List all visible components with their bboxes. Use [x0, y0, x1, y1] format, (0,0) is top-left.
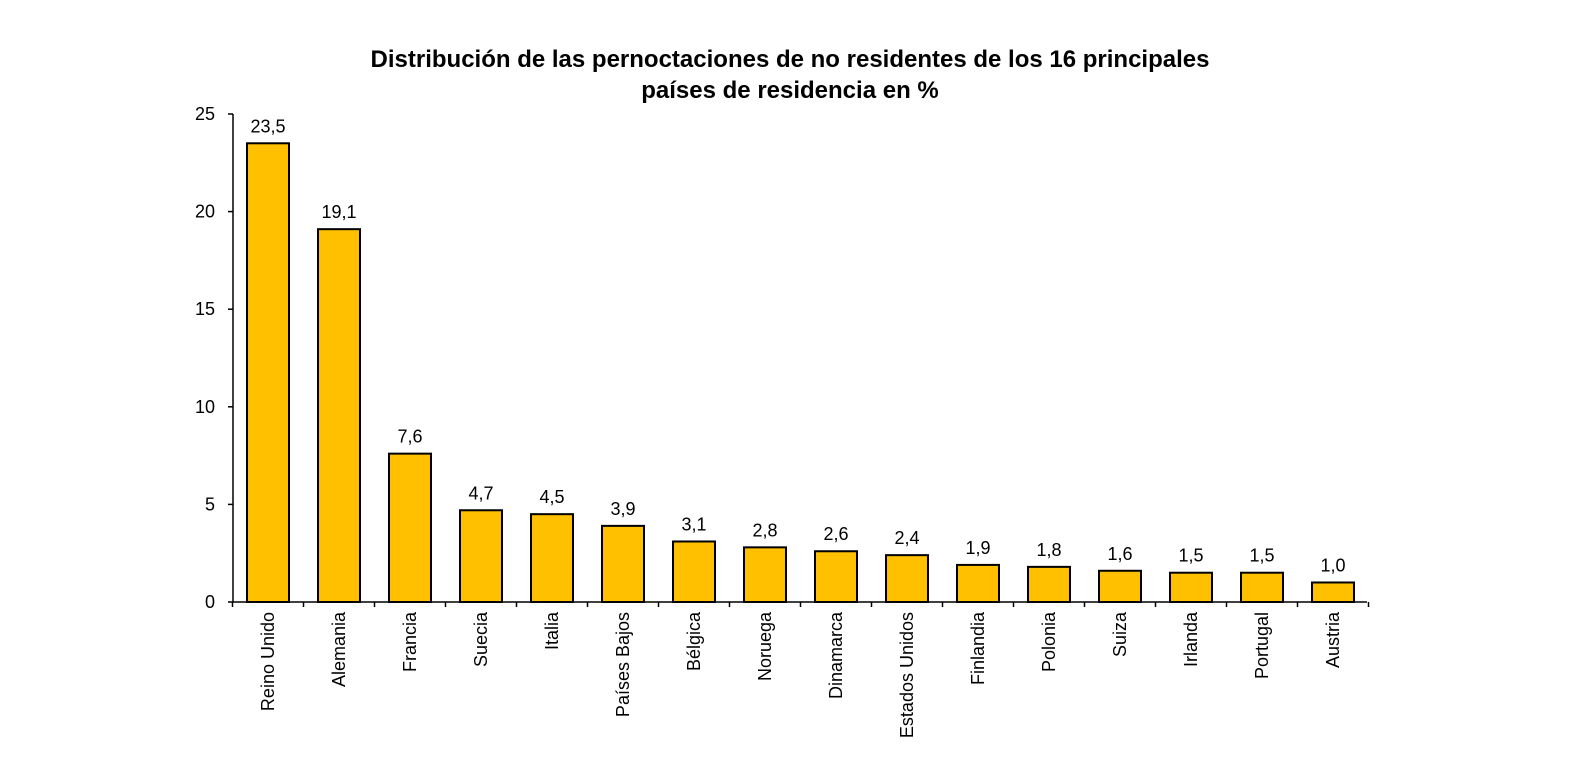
category-label: Bélgica	[684, 611, 704, 671]
data-label: 2,8	[752, 520, 777, 540]
data-label: 1,9	[965, 538, 990, 558]
data-label: 7,6	[397, 427, 422, 447]
bar	[1240, 571, 1284, 603]
bar	[672, 540, 716, 603]
category-label: Estados Unidos	[897, 612, 917, 738]
category-label: Austria	[1323, 611, 1343, 668]
category-label: Noruega	[755, 611, 775, 681]
data-label: 4,5	[539, 487, 564, 507]
bar	[1027, 565, 1071, 604]
data-label: 1,5	[1178, 546, 1203, 566]
bar	[1311, 581, 1355, 603]
bar	[246, 142, 290, 603]
data-label: 3,1	[681, 514, 706, 534]
category-label: Dinamarca	[826, 611, 846, 699]
bar	[530, 513, 574, 603]
data-label: 3,9	[610, 499, 635, 519]
bar	[885, 554, 929, 603]
chart-bars	[246, 142, 1355, 604]
category-label: Suiza	[1110, 611, 1130, 657]
bar	[956, 563, 1000, 603]
category-label: Francia	[400, 611, 420, 672]
chart-labels: 0 5 10 15 20 25 23,5 Reino Unido 19,1 Alemania 7,6…	[195, 104, 1346, 738]
y-tick-label: 5	[205, 494, 215, 514]
bar	[814, 550, 858, 603]
bar	[1098, 569, 1142, 604]
y-tick-label: 0	[205, 592, 215, 612]
category-label: Italia	[542, 611, 562, 650]
category-label: Portugal	[1252, 612, 1272, 679]
bar	[459, 509, 503, 604]
chart-title: Distribución de las pernoctaciones de no…	[0, 44, 1579, 106]
bar	[1169, 571, 1213, 603]
y-tick-label: 15	[195, 299, 215, 319]
data-label: 2,6	[823, 524, 848, 544]
bar	[388, 452, 432, 604]
chart-title-line-2: países de residencia en %	[641, 77, 939, 104]
data-label: 1,5	[1249, 546, 1274, 566]
category-label: Irlanda	[1181, 611, 1201, 667]
category-label: Polonia	[1039, 611, 1059, 672]
data-label: 1,6	[1107, 544, 1132, 564]
bar	[743, 546, 787, 603]
data-label: 1,8	[1036, 540, 1061, 560]
y-tick-label: 25	[195, 104, 215, 124]
category-label: Reino Unido	[258, 612, 278, 711]
data-label: 4,7	[468, 483, 493, 503]
y-tick-label: 10	[195, 397, 215, 417]
chart-title-line-1: Distribución de las pernoctaciones de no…	[370, 46, 1210, 73]
y-tick-label: 20	[195, 202, 215, 222]
category-label: Suecia	[471, 611, 491, 667]
data-label: 2,4	[894, 528, 919, 548]
data-label: 23,5	[250, 116, 285, 136]
bar	[317, 228, 361, 603]
data-label: 1,0	[1320, 555, 1345, 575]
bar	[601, 524, 645, 604]
category-label: Países Bajos	[613, 612, 633, 717]
category-label: Finlandia	[968, 611, 988, 685]
data-label: 19,1	[321, 202, 356, 222]
category-label: Alemania	[329, 611, 349, 687]
